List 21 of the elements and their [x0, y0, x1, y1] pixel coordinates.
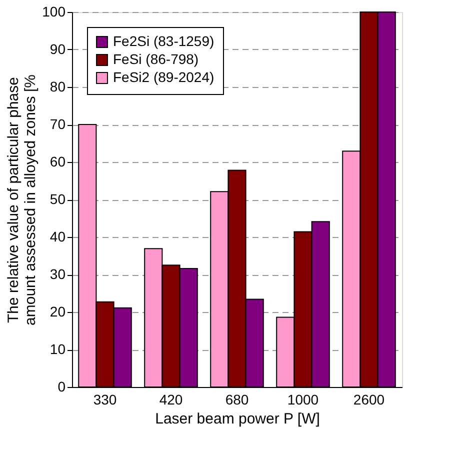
x-tick-label: 330: [93, 392, 117, 408]
x-tick-label: 2600: [353, 392, 385, 408]
y-tick-label: 90: [50, 41, 66, 57]
legend-label: FeSi2 (89-2024): [113, 69, 214, 85]
y-tick-label: 80: [50, 78, 66, 94]
y-tick-label: 30: [50, 266, 66, 282]
x-tick-label: 680: [225, 392, 249, 408]
x-tick-label: 420: [159, 392, 183, 408]
legend-label: FeSi (86-798): [113, 51, 199, 67]
y-tick-label: 100: [42, 4, 66, 20]
y-tick-label: 60: [50, 154, 66, 170]
y-tick-label: 70: [50, 116, 66, 132]
y-axis-title: The relative value of particular phase amount assessed in alloyed zones [%: [5, 74, 40, 326]
x-axis-title: Laser beam power P [W]: [155, 410, 320, 428]
legend-label: Fe2Si (83-1259): [113, 33, 214, 49]
y-tick-label: 0: [58, 378, 66, 394]
x-tick-label: 1000: [287, 392, 319, 408]
y-tick-label: 20: [50, 304, 66, 320]
y-tick-label: 50: [50, 191, 66, 207]
y-tick-label: 10: [50, 341, 66, 357]
y-tick-label: 40: [50, 228, 66, 244]
